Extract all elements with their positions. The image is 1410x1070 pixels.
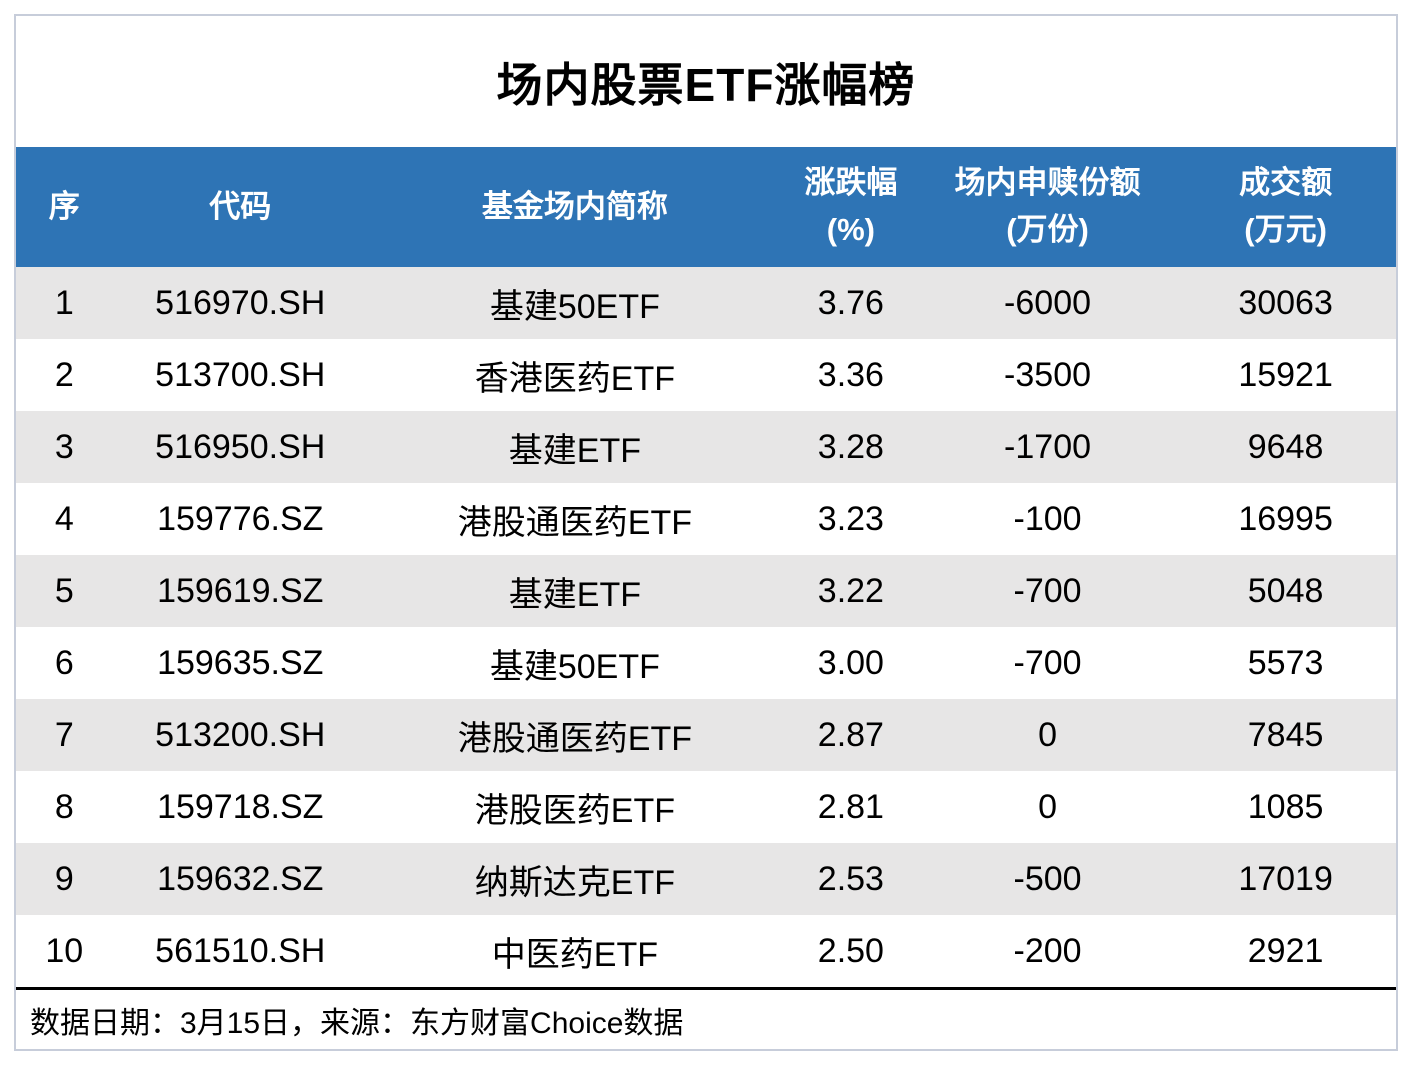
cell-change-pct: 3.00 xyxy=(817,643,884,682)
cell-fund-name: 基建ETF xyxy=(508,431,641,470)
cell-fund-name: 中医药ETF xyxy=(491,935,658,974)
cell-shares-change: 0 xyxy=(1038,715,1057,754)
etf-ranking-table-card: 场内股票ETF涨幅榜 序 代码 基金场内简称 涨跌幅 (%) 场内申赎份额 (万… xyxy=(14,14,1398,1051)
column-header-label: 代码 xyxy=(209,188,272,224)
column-header-change-pct: 涨跌幅 (%) xyxy=(782,147,920,267)
cell-rank: 1 xyxy=(54,283,74,322)
cell-fund-name: 港股医药ETF xyxy=(474,791,675,830)
table-bottom-rule xyxy=(16,987,1396,990)
cell-fund-name: 基建ETF xyxy=(508,575,641,614)
cell-code: 561510.SH xyxy=(155,931,326,970)
cell-change-pct: 2.81 xyxy=(817,787,884,826)
cell-fund-name: 港股通医药ETF xyxy=(457,719,692,758)
column-header-label: 成交额 xyxy=(1239,165,1333,201)
cell-change-pct: 2.53 xyxy=(817,859,884,898)
table-row: 9 159632.SZ 纳斯达克ETF 2.53 -500 17019 xyxy=(16,843,1396,915)
column-header-code: 代码 xyxy=(113,147,368,267)
table-row: 5 159619.SZ 基建ETF 3.22 -700 5048 xyxy=(16,555,1396,627)
cell-shares-change: -700 xyxy=(1013,643,1082,682)
cell-turnover: 16995 xyxy=(1238,499,1333,538)
cell-change-pct: 3.28 xyxy=(817,427,884,466)
cell-code: 159776.SZ xyxy=(157,499,324,538)
cell-change-pct: 2.50 xyxy=(817,931,884,970)
table-row: 4 159776.SZ 港股通医药ETF 3.23 -100 16995 xyxy=(16,483,1396,555)
column-header-label: 基金场内简称 xyxy=(481,188,668,224)
cell-turnover: 2921 xyxy=(1247,931,1324,970)
cell-fund-name: 港股通医药ETF xyxy=(457,503,692,542)
cell-code: 516970.SH xyxy=(155,283,326,322)
cell-rank: 4 xyxy=(54,499,74,538)
cell-code: 159635.SZ xyxy=(157,643,324,682)
table-row: 2 513700.SH 香港医药ETF 3.36 -3500 15921 xyxy=(16,339,1396,411)
column-header-unit: (万份) xyxy=(1006,212,1089,247)
cell-change-pct: 3.36 xyxy=(817,355,884,394)
cell-code: 516950.SH xyxy=(155,427,326,466)
cell-shares-change: -6000 xyxy=(1004,283,1092,322)
column-header-label: 涨跌幅 xyxy=(804,165,898,201)
cell-turnover: 17019 xyxy=(1238,859,1333,898)
column-header-rank: 序 xyxy=(16,147,113,267)
column-header-unit: (万元) xyxy=(1244,212,1327,247)
cell-rank: 8 xyxy=(54,787,74,826)
column-header-fund-name: 基金场内简称 xyxy=(368,147,782,267)
cell-turnover: 15921 xyxy=(1238,355,1333,394)
cell-turnover: 9648 xyxy=(1247,427,1324,466)
cell-code: 159619.SZ xyxy=(157,571,324,610)
cell-rank: 5 xyxy=(54,571,74,610)
column-header-label: 场内申赎份额 xyxy=(954,165,1141,201)
table-header-row: 序 代码 基金场内简称 涨跌幅 (%) 场内申赎份额 (万份) 成交额 (万元 xyxy=(16,147,1396,267)
table-row: 8 159718.SZ 港股医药ETF 2.81 0 1085 xyxy=(16,771,1396,843)
data-source-note: 数据日期：3月15日，来源：东方财富Choice数据 xyxy=(30,1006,684,1040)
table-row: 3 516950.SH 基建ETF 3.28 -1700 9648 xyxy=(16,411,1396,483)
cell-turnover: 7845 xyxy=(1247,715,1324,754)
cell-code: 513200.SH xyxy=(155,715,326,754)
column-header-unit: (%) xyxy=(826,212,875,247)
cell-rank: 2 xyxy=(54,355,74,394)
cell-code: 159632.SZ xyxy=(157,859,324,898)
cell-turnover: 5048 xyxy=(1247,571,1324,610)
cell-fund-name: 基建50ETF xyxy=(489,287,660,326)
cell-fund-name: 纳斯达克ETF xyxy=(474,863,675,902)
cell-change-pct: 3.23 xyxy=(817,499,884,538)
cell-turnover: 30063 xyxy=(1238,283,1333,322)
cell-rank: 9 xyxy=(54,859,74,898)
column-header-label: 序 xyxy=(48,188,80,224)
column-header-turnover: 成交额 (万元) xyxy=(1175,147,1396,267)
table-row: 6 159635.SZ 基建50ETF 3.00 -700 5573 xyxy=(16,627,1396,699)
cell-fund-name: 基建50ETF xyxy=(489,647,660,686)
cell-shares-change: -500 xyxy=(1013,859,1082,898)
column-header-shares-change: 场内申赎份额 (万份) xyxy=(920,147,1175,267)
cell-shares-change: -100 xyxy=(1013,499,1082,538)
cell-shares-change: 0 xyxy=(1038,787,1057,826)
cell-rank: 10 xyxy=(45,931,84,970)
cell-rank: 6 xyxy=(54,643,74,682)
cell-fund-name: 香港医药ETF xyxy=(474,359,675,398)
table-row: 10 561510.SH 中医药ETF 2.50 -200 2921 xyxy=(16,915,1396,987)
page-title: 场内股票ETF涨幅榜 xyxy=(496,58,916,111)
cell-change-pct: 3.76 xyxy=(817,283,884,322)
cell-code: 513700.SH xyxy=(155,355,326,394)
cell-turnover: 5573 xyxy=(1247,643,1324,682)
table-row: 7 513200.SH 港股通医药ETF 2.87 0 7845 xyxy=(16,699,1396,771)
cell-code: 159718.SZ xyxy=(157,787,324,826)
cell-shares-change: -200 xyxy=(1013,931,1082,970)
cell-rank: 3 xyxy=(54,427,74,466)
cell-shares-change: -3500 xyxy=(1004,355,1092,394)
cell-turnover: 1085 xyxy=(1247,787,1324,826)
cell-change-pct: 3.22 xyxy=(817,571,884,610)
cell-shares-change: -700 xyxy=(1013,571,1082,610)
table-row: 1 516970.SH 基建50ETF 3.76 -6000 30063 xyxy=(16,267,1396,339)
cell-shares-change: -1700 xyxy=(1004,427,1092,466)
cell-rank: 7 xyxy=(54,715,74,754)
table-body: 1 516970.SH 基建50ETF 3.76 -6000 30063 2 5… xyxy=(16,267,1396,987)
cell-change-pct: 2.87 xyxy=(817,715,884,754)
